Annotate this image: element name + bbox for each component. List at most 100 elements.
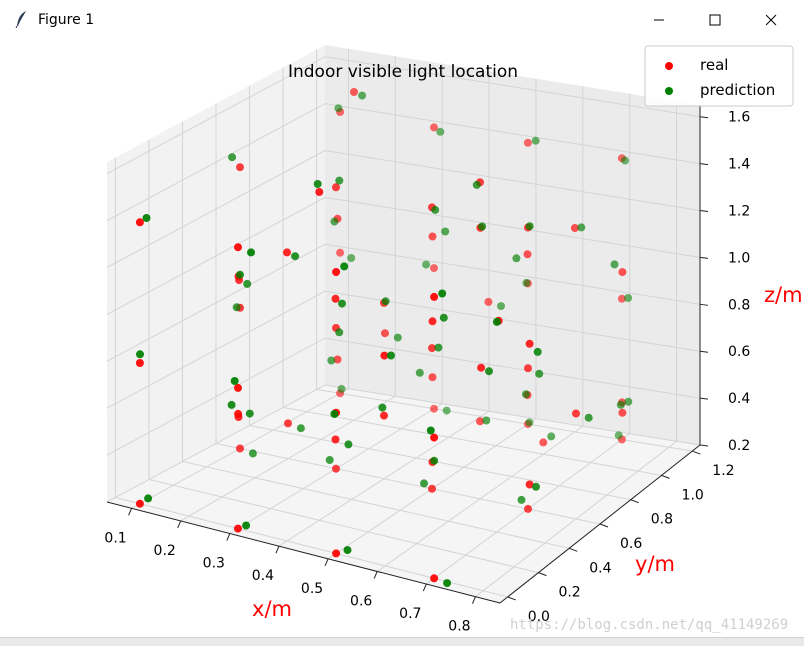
z-gridline [106, 384, 701, 503]
watermark: https://blog.csdn.net/qq_41149269 [510, 617, 789, 633]
data-point-prediction [525, 418, 534, 427]
data-point-prediction [616, 400, 625, 409]
data-point-prediction [478, 222, 487, 231]
x-tick [177, 520, 182, 529]
data-point-real [381, 329, 389, 338]
data-point-prediction [441, 227, 450, 236]
y-tick-label: 1.0 [682, 487, 704, 503]
data-point-prediction [327, 356, 336, 365]
data-point-real [430, 433, 439, 442]
y-tick [630, 499, 639, 504]
data-point-real [135, 359, 144, 367]
close-button[interactable] [748, 0, 794, 40]
x-tick [373, 571, 378, 579]
data-point-real [135, 218, 144, 227]
close-icon [765, 14, 777, 26]
data-point-prediction [521, 390, 530, 399]
data-point-prediction [296, 424, 305, 433]
z-tick-label: 0.8 [728, 297, 750, 313]
data-point-real [428, 344, 436, 353]
data-point-prediction [472, 180, 481, 189]
data-point-prediction [330, 217, 339, 226]
data-point-prediction [245, 409, 254, 418]
y-tick [538, 572, 547, 577]
data-point-prediction [381, 297, 390, 306]
z-tick-label: 0.2 [728, 438, 750, 454]
legend: real prediction [644, 45, 794, 107]
data-point-real [234, 524, 242, 533]
data-point-prediction [443, 579, 452, 588]
data-point-prediction [415, 368, 424, 377]
data-point-prediction [577, 223, 586, 232]
data-point-prediction [430, 456, 439, 465]
data-point-real [284, 419, 292, 428]
data-point-real [283, 248, 291, 257]
data-point-real [524, 364, 532, 373]
x-tick [128, 508, 133, 516]
legend-marker-prediction [665, 87, 673, 95]
y-tick-label: 0.2 [558, 585, 580, 601]
data-point-real [523, 250, 532, 259]
data-point-prediction [340, 262, 349, 271]
chart-title: Indoor visible light location [288, 62, 518, 82]
x-tick-label: 0.8 [448, 619, 470, 635]
data-point-real [331, 435, 340, 444]
data-point-prediction [358, 91, 367, 100]
data-point-real [315, 188, 324, 196]
data-point-real [617, 294, 626, 303]
x-axis-line [106, 501, 501, 604]
data-point-real [428, 317, 437, 326]
window-title: Figure 1 [38, 12, 95, 28]
data-point-real [570, 224, 579, 232]
data-point-prediction [243, 279, 252, 288]
data-point-prediction [232, 303, 241, 312]
y-tick [569, 547, 578, 552]
data-point-prediction [533, 347, 542, 356]
maximize-icon [709, 14, 721, 26]
z-tick [699, 444, 709, 447]
data-point-real [234, 383, 242, 392]
data-point-real [336, 248, 345, 257]
data-point-real [428, 484, 436, 493]
data-point-real [525, 339, 534, 348]
z-gridline [106, 290, 701, 409]
z-tick [699, 350, 709, 353]
data-point-prediction [142, 214, 151, 222]
z-axis-label: z/m [764, 283, 803, 307]
x-tick [275, 545, 280, 554]
z-gridline [106, 196, 701, 315]
maximize-button[interactable] [692, 0, 738, 40]
y-tick-label: 0.0 [528, 609, 550, 625]
data-point-prediction [343, 546, 352, 555]
data-point-prediction [236, 270, 244, 279]
data-point-prediction [228, 153, 237, 162]
minimize-button[interactable] [636, 0, 682, 40]
z-tick-label: 0.6 [728, 344, 750, 360]
z-tick-label: 1.4 [728, 157, 750, 173]
z-tick-label: 1.2 [728, 204, 750, 220]
x-tick-label: 0.4 [252, 568, 274, 584]
data-point-real [476, 417, 484, 426]
data-point-prediction [614, 431, 623, 440]
y-tick-label: 0.4 [589, 560, 611, 576]
feather-icon [15, 11, 26, 28]
data-point-prediction [378, 403, 387, 412]
x-tick [422, 583, 427, 592]
data-point-prediction [431, 205, 440, 214]
data-point-prediction [337, 384, 346, 393]
data-point-real [332, 183, 340, 192]
y-tick [661, 474, 670, 479]
y-tick [507, 596, 516, 601]
data-point-prediction [532, 482, 540, 491]
data-point-prediction [335, 328, 344, 337]
data-point-prediction [547, 432, 556, 441]
data-point-prediction [624, 397, 633, 406]
data-point-prediction [436, 127, 445, 136]
data-point-prediction [338, 299, 346, 308]
data-point-prediction [426, 426, 435, 435]
legend-marker-real [665, 62, 673, 70]
z-gridline [106, 56, 701, 175]
data-point-prediction [325, 456, 334, 464]
bottom-toolbar-edge [0, 637, 804, 646]
